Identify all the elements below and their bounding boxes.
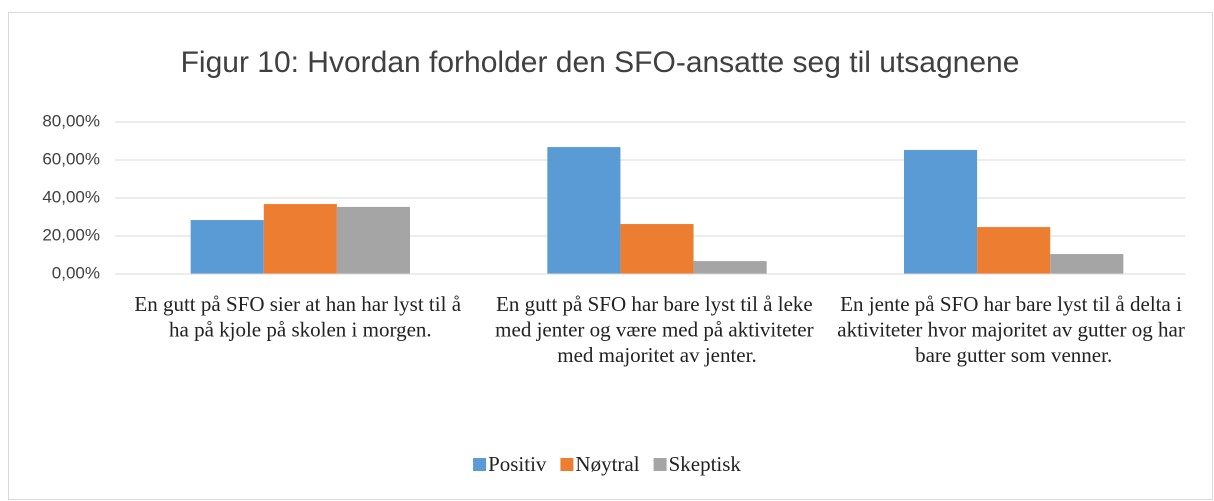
bar <box>263 204 337 274</box>
label-line: aktiviteter hvor majoritet av gutter og … <box>837 317 1190 341</box>
label-line: med majoritet av jenter. <box>557 343 756 367</box>
bar <box>336 206 411 274</box>
y-tick-label: 60,00% <box>42 149 100 168</box>
bar <box>977 227 1051 274</box>
legend: Positiv Nøytral Skeptisk <box>473 452 741 476</box>
legend-label: Skeptisk <box>669 452 742 476</box>
bar <box>547 147 621 274</box>
label-line: En gutt på SFO har bare lyst til å leke <box>496 292 818 316</box>
bar <box>1050 254 1124 274</box>
legend-swatch <box>473 458 487 471</box>
bar <box>190 220 264 274</box>
label-line: En jente på SFO har bare lyst til å delt… <box>840 292 1187 316</box>
legend-label: Nøytral <box>575 452 639 476</box>
bar <box>693 261 767 274</box>
chart-title: Figur 10: Hvordan forholder den SFO-ansa… <box>181 46 1020 79</box>
bar <box>620 224 694 274</box>
bar <box>903 149 978 274</box>
x-tick-label: En gutt på SFO sier at han har lyst til … <box>134 292 466 342</box>
y-tick-label: 80,00% <box>42 111 100 130</box>
legend-swatch <box>560 458 574 471</box>
label-line: En gutt på SFO sier at han har lyst til … <box>134 292 466 316</box>
y-tick-label: 40,00% <box>42 187 100 206</box>
legend-swatch <box>653 458 667 471</box>
legend-label: Positiv <box>488 452 547 476</box>
x-tick-label: En jente på SFO har bare lyst til å delt… <box>837 292 1190 367</box>
y-tick-label: 0,00% <box>52 263 100 282</box>
y-tick-label: 20,00% <box>42 225 100 244</box>
x-tick-label: En gutt på SFO har bare lyst til å leke … <box>495 292 819 367</box>
label-line: ha på kjole på skolen i morgen. <box>169 317 432 341</box>
label-line: bare gutter som venner. <box>915 343 1112 367</box>
label-line: med jenter og være med på aktiviteter <box>495 317 819 341</box>
